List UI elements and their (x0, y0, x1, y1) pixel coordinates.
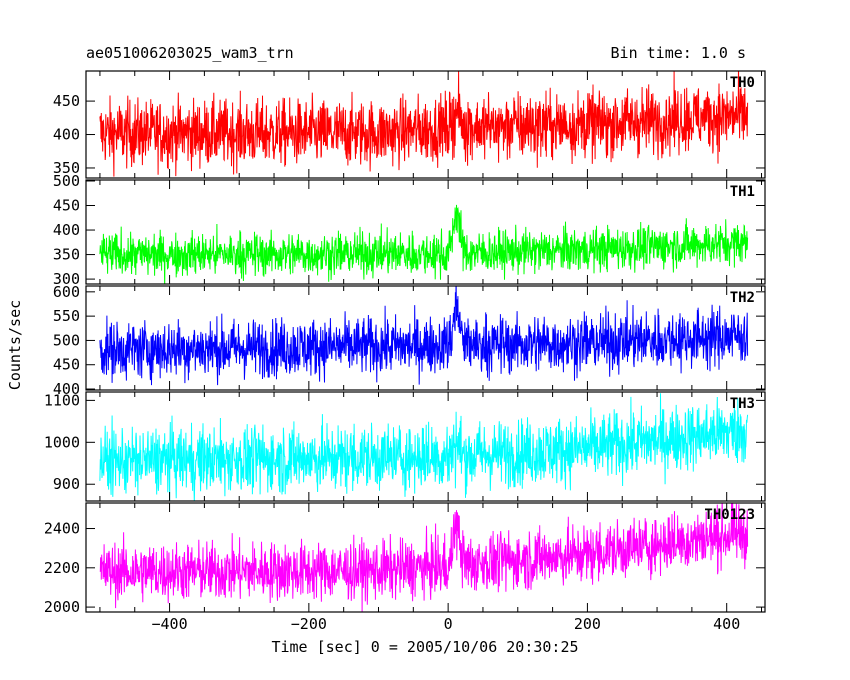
panel-frame (85, 502, 766, 613)
y-tick-label: 2400 (44, 520, 80, 538)
y-tick-label: 450 (53, 356, 80, 374)
y-axis-label: Counts/sec (6, 299, 24, 391)
series-th2 (99, 286, 749, 386)
x-tick-label: 400 (713, 615, 740, 633)
y-tick-label: 500 (53, 172, 80, 190)
panel-frame (85, 179, 766, 285)
series-th0 (99, 71, 749, 177)
y-tick-label: 350 (53, 246, 80, 264)
y-tick-label: 350 (53, 159, 80, 177)
y-tick-label: 400 (53, 221, 80, 239)
panel-frame (85, 391, 766, 502)
series-th3 (99, 393, 749, 501)
y-tick-label: 600 (53, 283, 80, 301)
x-tick-label: −200 (291, 615, 327, 633)
y-tick-label: 2200 (44, 559, 80, 577)
y-tick-label: 450 (53, 197, 80, 215)
series-th1 (99, 204, 749, 284)
series-label: TH2 (730, 290, 755, 306)
panel-th3: 900 1000 1100 TH3 (44, 391, 766, 502)
y-tick-label: 1100 (44, 391, 80, 409)
panel-frame (85, 70, 766, 179)
x-axis-label: Time [sec] 0 = 2005/10/06 20:30:25 (271, 638, 579, 656)
y-tick-label: 1000 (44, 433, 80, 451)
series-label: TH0 (730, 75, 755, 91)
y-tick-label: 400 (53, 126, 80, 144)
bin-time-label: Bin time: 1.0 s (610, 44, 746, 62)
y-tick-label: 900 (53, 475, 80, 493)
y-tick-label: 2000 (44, 598, 80, 616)
panel-th0123: 2000 2200 2400 TH0123 (44, 502, 766, 616)
y-tick-label: 500 (53, 331, 80, 349)
panel-frame (85, 285, 766, 391)
panel-th1: 300 350 400 450 500 TH1 (53, 172, 766, 288)
panel-th2: 400 450 500 550 600 TH2 (53, 283, 766, 398)
y-tick-label: 400 (53, 380, 80, 398)
y-tick-label: 450 (53, 92, 80, 110)
series-th0123 (99, 503, 749, 612)
x-tick-label: 0 (444, 615, 453, 633)
panel-th0: 350 400 450 TH0 (53, 70, 766, 179)
x-tick-label: 200 (574, 615, 601, 633)
y-tick-label: 300 (53, 270, 80, 288)
series-label: TH1 (730, 184, 755, 200)
x-tick-label: −400 (152, 615, 188, 633)
series-label: TH3 (730, 396, 755, 412)
y-tick-label: 550 (53, 307, 80, 325)
series-label: TH0123 (704, 507, 755, 523)
chart-title: ae051006203025_wam3_trn (86, 44, 294, 62)
